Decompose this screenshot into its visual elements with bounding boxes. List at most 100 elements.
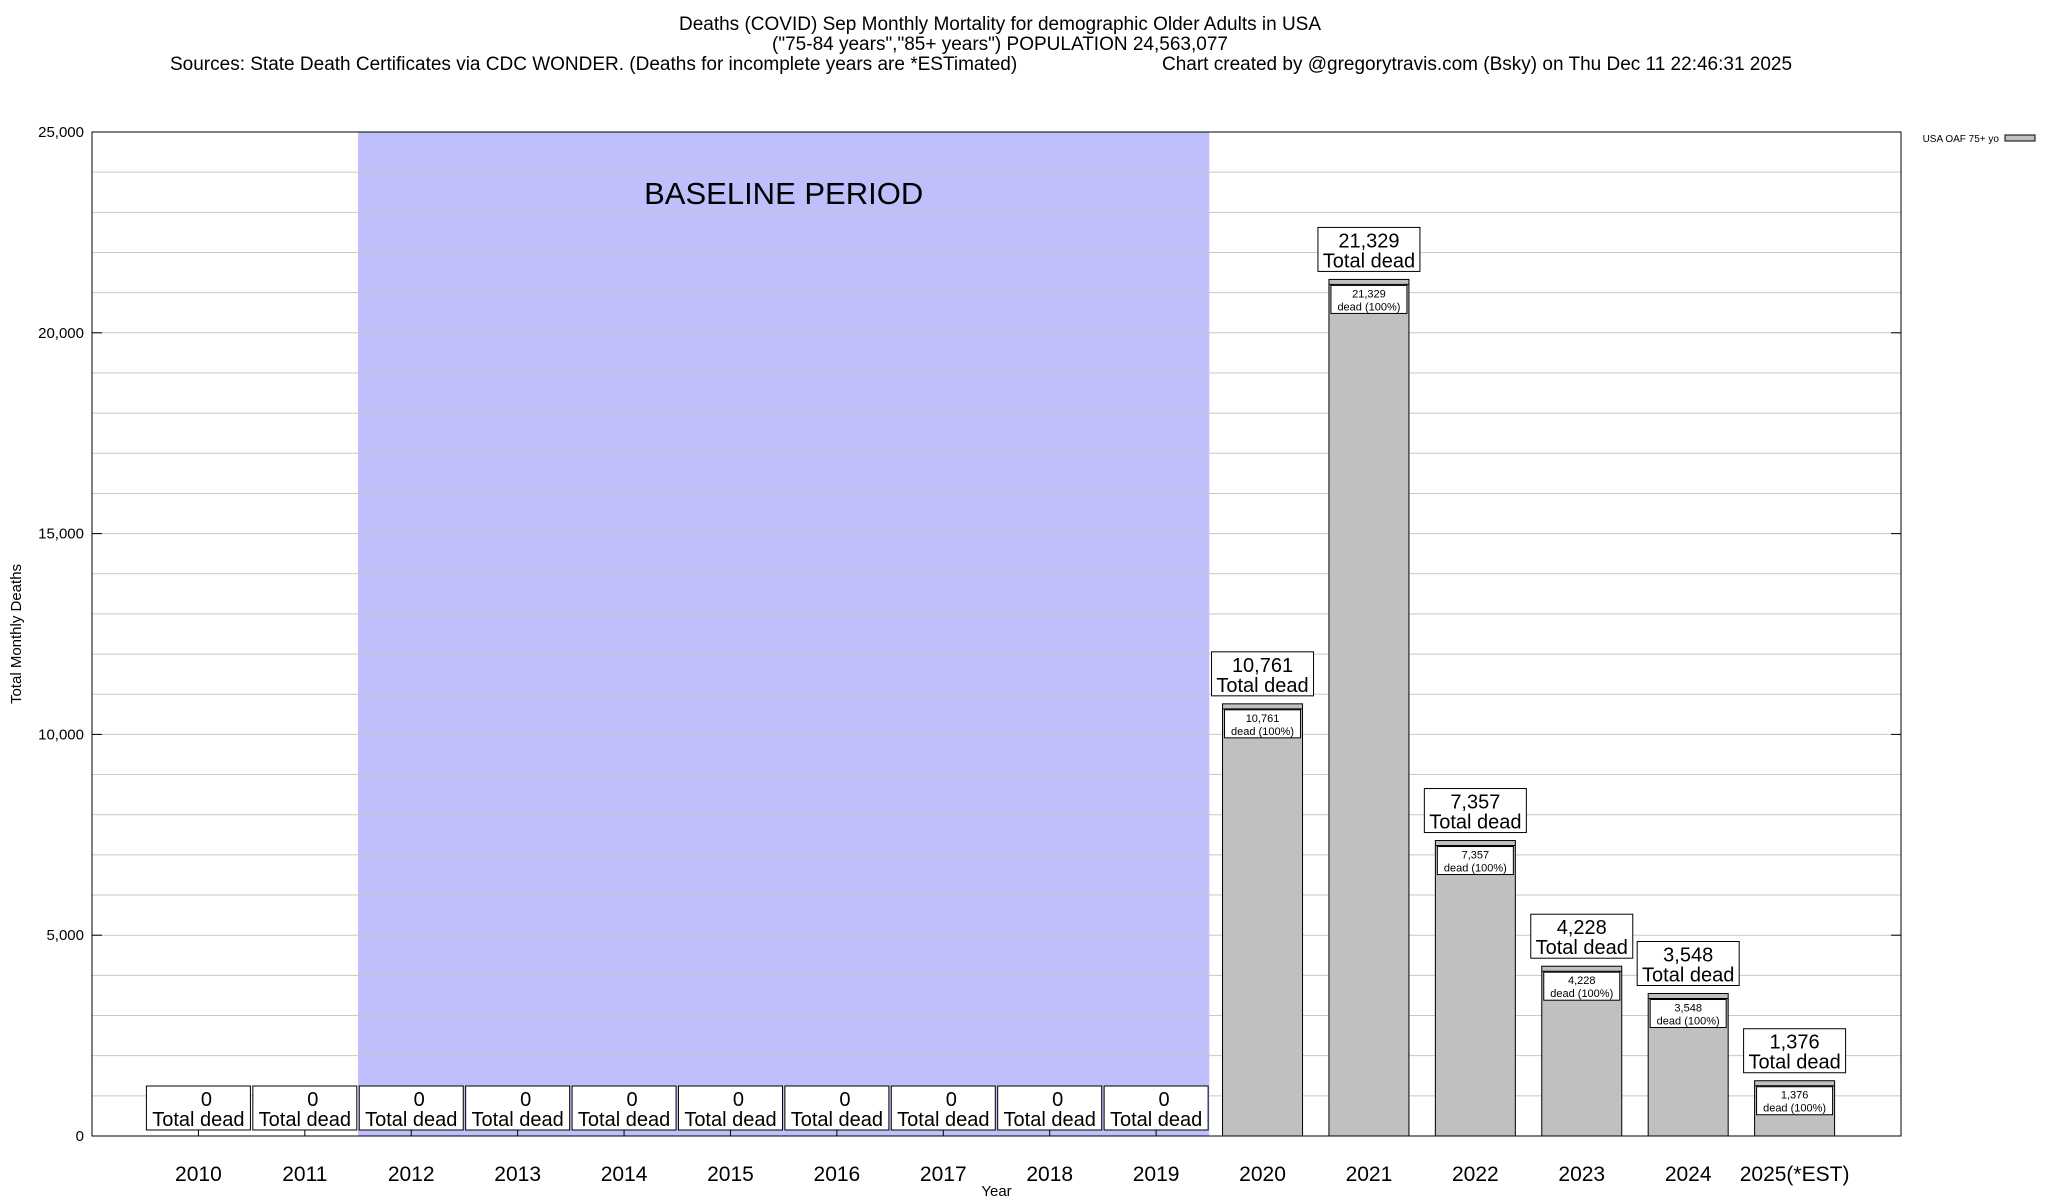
inner-percent-label: dead (100%) bbox=[1763, 1103, 1826, 1115]
plot-frame bbox=[91, 131, 1902, 1137]
chart-credit: Chart created by @gregorytravis.com (Bsk… bbox=[1162, 54, 1793, 75]
legend-label: USA OAF 75+ yo bbox=[1923, 134, 2000, 145]
total-dead-label: Total dead bbox=[1536, 937, 1628, 959]
x-tick-label: 2014 bbox=[601, 1163, 648, 1186]
y-tick-label: 25,000 bbox=[38, 124, 84, 141]
total-label-box bbox=[1211, 651, 1315, 697]
inner-label-box bbox=[1224, 709, 1302, 739]
inner-percent-label: dead (100%) bbox=[1337, 301, 1400, 313]
total-label-box bbox=[252, 1085, 358, 1131]
total-label-box bbox=[997, 1085, 1103, 1131]
x-tick-label: 2015 bbox=[707, 1163, 754, 1186]
y-tick-label: 10,000 bbox=[38, 726, 84, 743]
total-dead-label: Total dead bbox=[1748, 1052, 1840, 1074]
x-tick-label: 2012 bbox=[388, 1163, 435, 1186]
x-tick-label: 2024 bbox=[1665, 1163, 1712, 1186]
inner-value-label: 1,376 bbox=[1781, 1090, 1809, 1102]
total-dead-label: Total dead bbox=[1004, 1109, 1096, 1131]
total-value-label: 0 bbox=[414, 1089, 425, 1111]
total-value-label: 0 bbox=[946, 1089, 957, 1111]
x-tick-label: 2013 bbox=[494, 1163, 541, 1186]
inner-label-box bbox=[1436, 846, 1514, 876]
inner-label-box bbox=[1649, 999, 1727, 1029]
total-value-label: 0 bbox=[733, 1089, 744, 1111]
inner-value-label: 10,761 bbox=[1246, 713, 1280, 725]
x-tick-label: 2025(*EST) bbox=[1740, 1163, 1850, 1186]
inner-percent-label: dead (100%) bbox=[1657, 1016, 1720, 1028]
bar bbox=[1434, 840, 1516, 1137]
total-value-label: 4,228 bbox=[1557, 917, 1607, 939]
total-value-label: 0 bbox=[201, 1089, 212, 1111]
total-label-box bbox=[571, 1085, 677, 1131]
total-value-label: 1,376 bbox=[1770, 1032, 1820, 1054]
bar bbox=[1328, 278, 1410, 1137]
y-tick-label: 20,000 bbox=[38, 325, 84, 342]
total-label-box bbox=[890, 1085, 996, 1131]
inner-label-box bbox=[1756, 1086, 1834, 1116]
inner-value-label: 3,548 bbox=[1674, 1003, 1702, 1015]
total-dead-label: Total dead bbox=[1429, 812, 1521, 834]
x-tick-label: 2022 bbox=[1452, 1163, 1499, 1186]
x-tick-label: 2019 bbox=[1133, 1163, 1180, 1186]
baseline-period-label: BASELINE PERIOD bbox=[644, 176, 923, 211]
x-tick-label: 2010 bbox=[175, 1163, 222, 1186]
total-label-box bbox=[1530, 913, 1634, 959]
bar bbox=[1222, 703, 1304, 1137]
total-dead-label: Total dead bbox=[578, 1109, 670, 1131]
total-value-label: 10,761 bbox=[1232, 655, 1293, 677]
inner-label-box bbox=[1330, 284, 1408, 314]
total-value-label: 0 bbox=[626, 1089, 637, 1111]
total-label-box bbox=[1423, 788, 1527, 834]
inner-value-label: 21,329 bbox=[1352, 288, 1386, 300]
chart-sources: Sources: State Death Certificates via CD… bbox=[170, 54, 1018, 75]
baseline-period-shading bbox=[358, 132, 1210, 1136]
chart-subtitle: ("75-84 years","85+ years") POPULATION 2… bbox=[772, 34, 1228, 55]
y-tick-label: 0 bbox=[76, 1128, 84, 1145]
x-tick-label: 2016 bbox=[814, 1163, 861, 1186]
total-value-label: 0 bbox=[1052, 1089, 1063, 1111]
total-dead-label: Total dead bbox=[1642, 965, 1734, 987]
total-label-box bbox=[784, 1085, 890, 1131]
total-dead-label: Total dead bbox=[471, 1109, 563, 1131]
legend-swatch bbox=[2004, 134, 2036, 142]
total-dead-label: Total dead bbox=[1216, 675, 1308, 697]
total-dead-label: Total dead bbox=[259, 1109, 351, 1131]
inner-value-label: 7,357 bbox=[1462, 850, 1490, 862]
total-label-box bbox=[145, 1085, 251, 1131]
total-dead-label: Total dead bbox=[365, 1109, 457, 1131]
total-label-box bbox=[1317, 226, 1421, 272]
x-tick-label: 2020 bbox=[1239, 1163, 1286, 1186]
total-value-label: 3,548 bbox=[1663, 945, 1713, 967]
total-dead-label: Total dead bbox=[1323, 250, 1415, 272]
total-dead-label: Total dead bbox=[684, 1109, 776, 1131]
total-dead-label: Total dead bbox=[152, 1109, 244, 1131]
total-label-box bbox=[1103, 1085, 1209, 1131]
total-dead-label: Total dead bbox=[1110, 1109, 1202, 1131]
inner-percent-label: dead (100%) bbox=[1550, 988, 1613, 1000]
x-tick-label: 2023 bbox=[1558, 1163, 1605, 1186]
total-value-label: 0 bbox=[839, 1089, 850, 1111]
x-tick-label: 2017 bbox=[920, 1163, 967, 1186]
total-label-box bbox=[465, 1085, 571, 1131]
total-label-box bbox=[1636, 941, 1740, 987]
x-axis-label: Year bbox=[981, 1183, 1011, 1200]
x-tick-label: 2018 bbox=[1026, 1163, 1073, 1186]
total-value-label: 0 bbox=[520, 1089, 531, 1111]
y-axis-label: Total Monthly Deaths bbox=[8, 564, 25, 704]
inner-label-box bbox=[1543, 971, 1621, 1001]
total-value-label: 21,329 bbox=[1338, 230, 1399, 252]
inner-percent-label: dead (100%) bbox=[1444, 863, 1507, 875]
total-label-box bbox=[677, 1085, 783, 1131]
total-dead-label: Total dead bbox=[791, 1109, 883, 1131]
inner-percent-label: dead (100%) bbox=[1231, 726, 1294, 738]
total-value-label: 7,357 bbox=[1450, 792, 1500, 814]
chart-title: Deaths (COVID) Sep Monthly Mortality for… bbox=[678, 14, 1322, 35]
total-dead-label: Total dead bbox=[897, 1109, 989, 1131]
x-tick-label: 2011 bbox=[282, 1163, 327, 1186]
x-tick-label: 2021 bbox=[1346, 1163, 1393, 1186]
total-label-box bbox=[1743, 1028, 1847, 1074]
inner-value-label: 4,228 bbox=[1568, 975, 1596, 987]
total-label-box bbox=[358, 1085, 464, 1131]
y-tick-label: 15,000 bbox=[38, 526, 84, 543]
